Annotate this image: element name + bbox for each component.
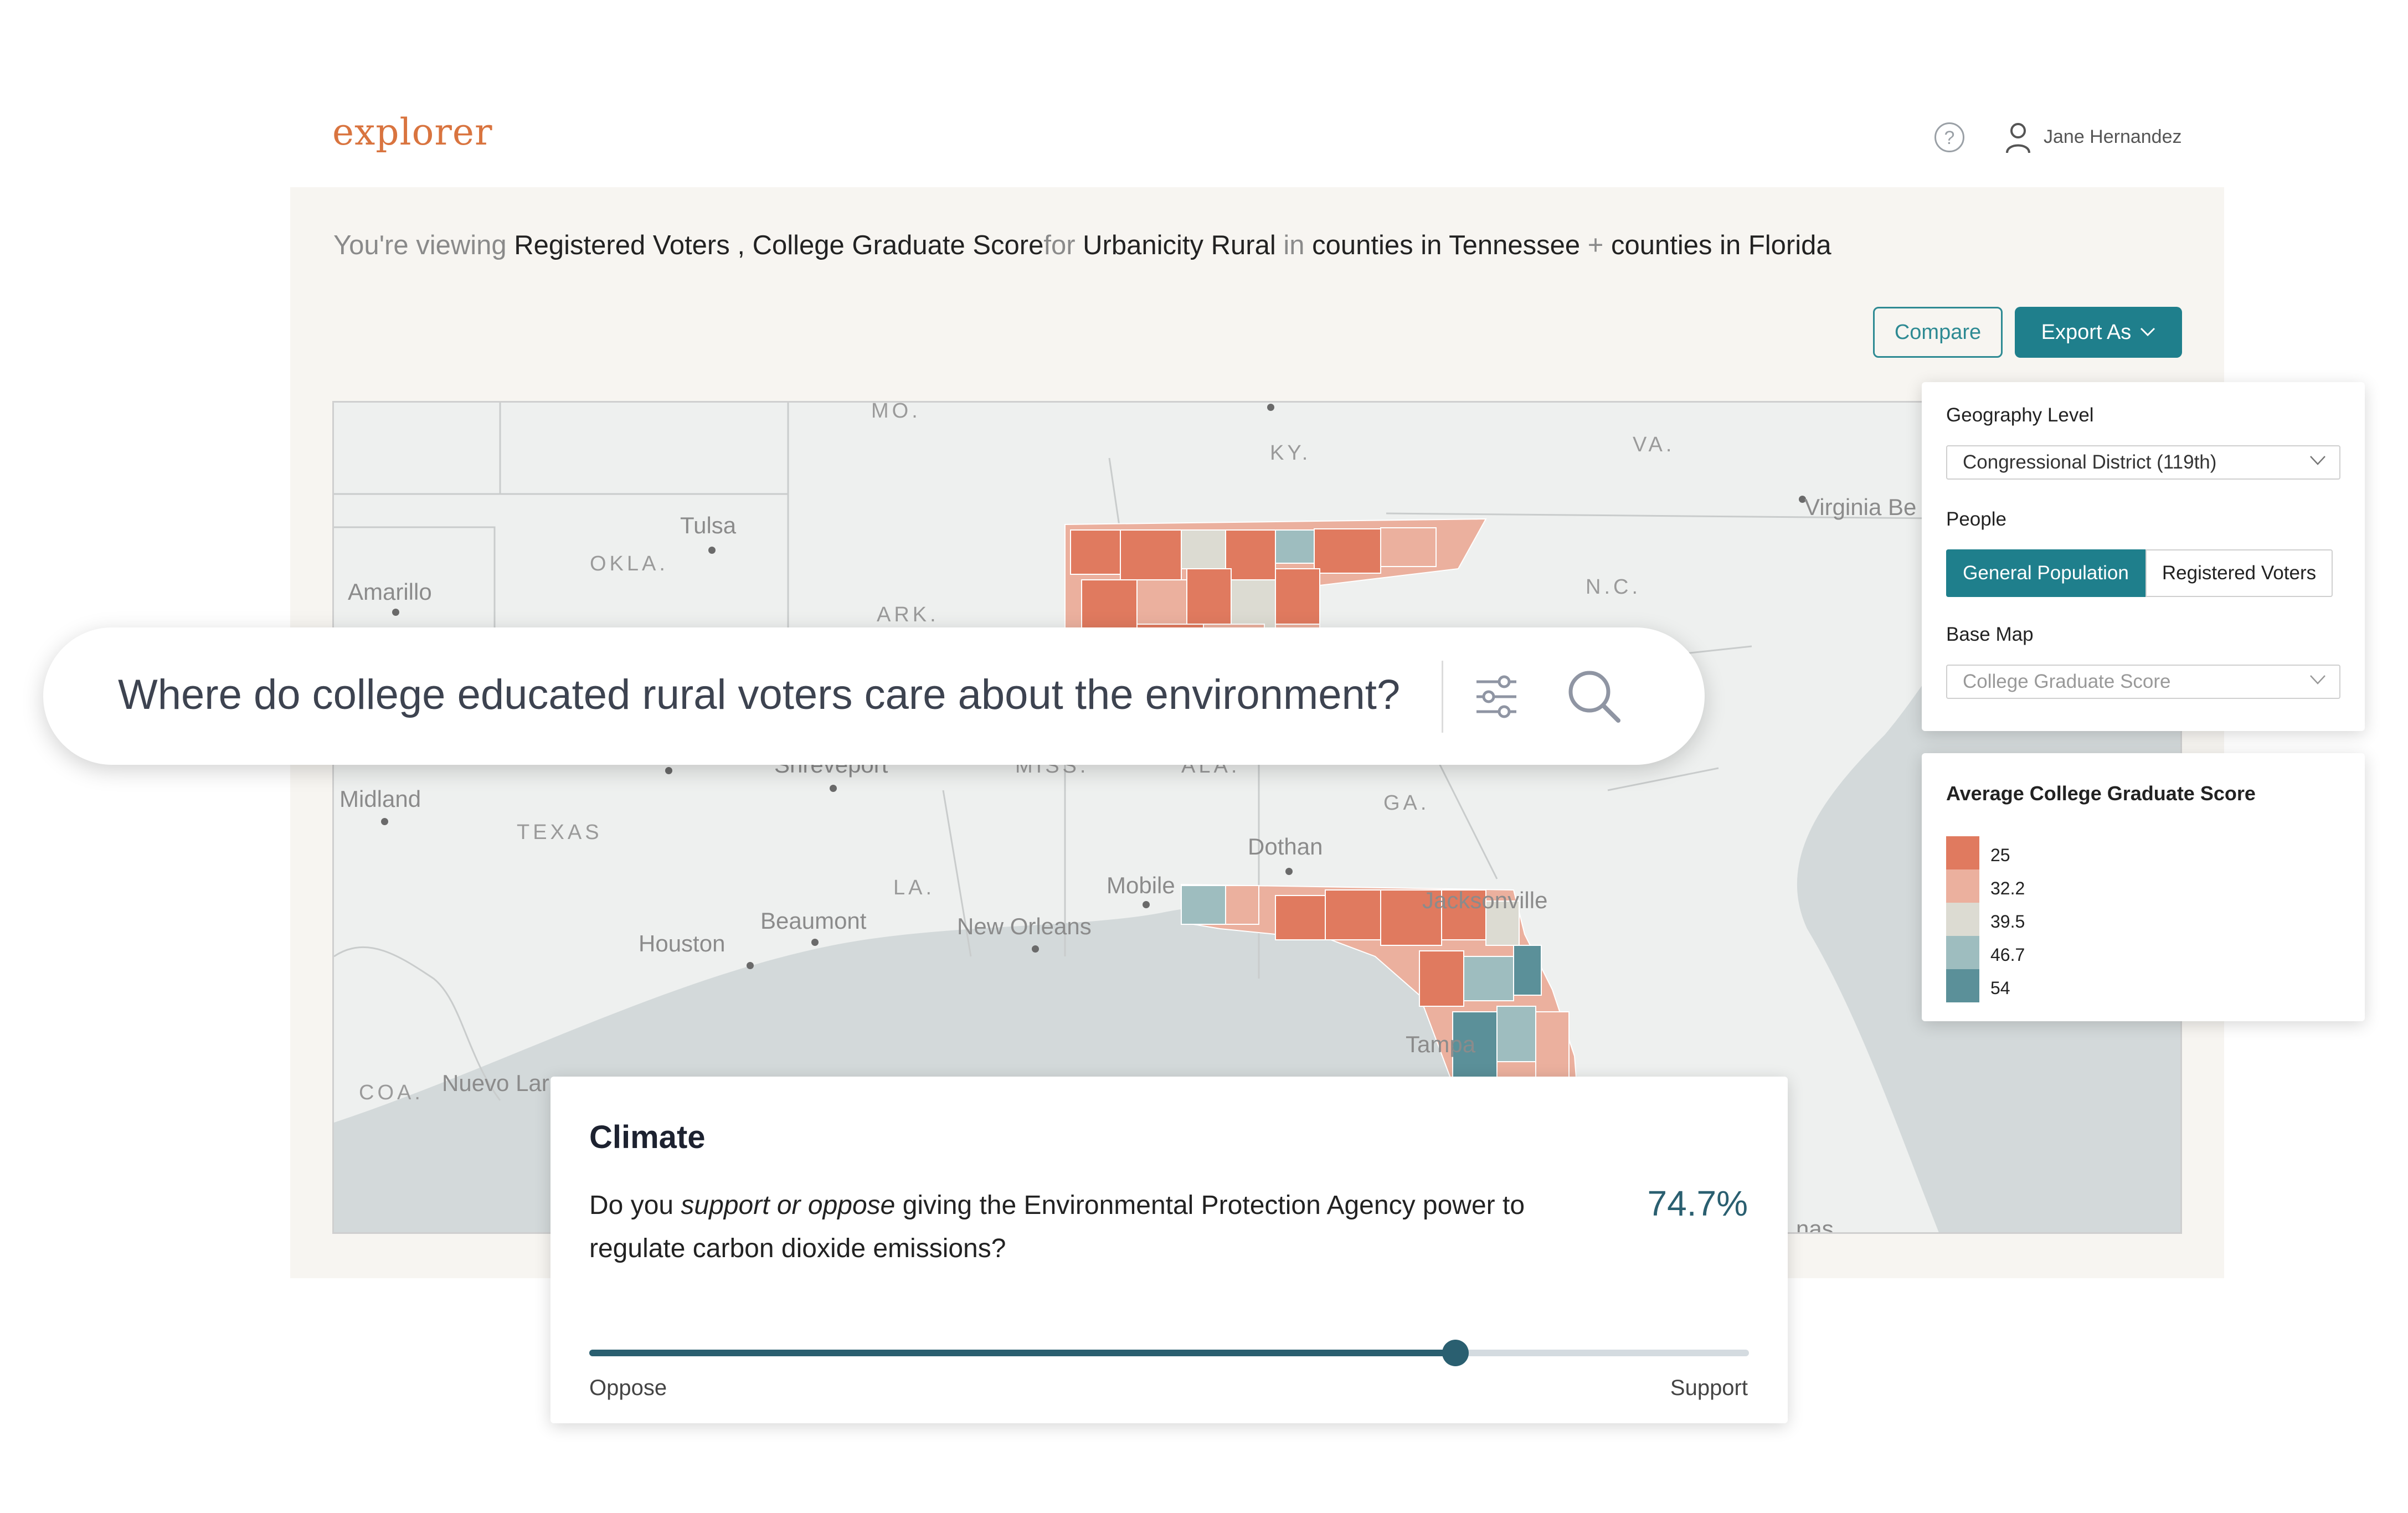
viewing-summary: You're viewing Registered Voters , Colle… [333, 230, 1831, 261]
climate-title: Climate [589, 1119, 706, 1155]
viewing-in: in [1283, 230, 1305, 260]
map-label-mobile: Mobile [1107, 872, 1175, 898]
legend-swatch [1946, 936, 1979, 969]
user-name[interactable]: Jane Hernandez [2044, 126, 2182, 147]
map-label-la: LA. [893, 876, 935, 899]
climate-question-card: Climate Do you support or oppose giving … [550, 1077, 1788, 1423]
map-label-mo: MO. [871, 401, 921, 423]
export-as-button[interactable]: Export As [2015, 307, 2182, 358]
support-slider-track[interactable] [589, 1340, 1749, 1366]
oppose-label: Oppose [589, 1376, 667, 1400]
map-label-virginia-beach: Virginia Be [1804, 494, 1917, 520]
search-input[interactable]: Where do college educated rural voters c… [118, 671, 1401, 718]
support-label: Support [1670, 1376, 1748, 1400]
geography-level-select[interactable]: Congressional District (119th) [1946, 445, 2340, 480]
support-slider-fill [589, 1350, 1456, 1356]
export-as-label: Export As [2041, 320, 2132, 344]
legend-label: 32.2 [1990, 878, 2025, 898]
people-option-registered-voters[interactable]: Registered Voters [2145, 549, 2333, 597]
map-label-ark: ARK. [877, 603, 939, 626]
geography-level-value: Congressional District (119th) [1963, 451, 2217, 473]
viewing-prefix: You're viewing [333, 230, 507, 260]
map-label-texas: TEXAS [517, 821, 603, 844]
map-city-dot [1267, 404, 1274, 411]
viewing-metric[interactable]: College Graduate Score [752, 230, 1044, 260]
legend-label: 54 [1990, 978, 2010, 998]
viewing-geo-2[interactable]: counties in Florida [1611, 230, 1831, 260]
map-city-dot [708, 547, 716, 554]
map-label-va: VA. [1633, 433, 1675, 456]
legend-label: 46.7 [1990, 945, 2025, 965]
geography-level-label: Geography Level [1946, 404, 2094, 426]
legend-swatch [1946, 836, 1979, 869]
map-city-dot [1143, 901, 1150, 908]
map-label-amarillo: Amarillo [348, 579, 432, 605]
map-label-nc: N.C. [1586, 575, 1641, 599]
map-legend: Average College Graduate Score 25 32.2 3… [1922, 753, 2365, 1021]
viewing-separator: , [737, 230, 745, 260]
compare-button[interactable]: Compare [1873, 307, 2003, 358]
user-icon[interactable] [2005, 122, 2031, 154]
viewing-filter[interactable]: Urbanicity Rural [1083, 230, 1276, 260]
map-city-dot [811, 939, 819, 946]
legend-title: Average College Graduate Score [1946, 782, 2256, 805]
map-label-coa: COA. [359, 1081, 424, 1104]
map-label-new-orleans: New Orleans [957, 913, 1092, 939]
map-city-dot [1285, 868, 1293, 875]
map-label-beaumont: Beaumont [760, 908, 867, 934]
legend-swatch [1946, 869, 1979, 903]
legend-label: 39.5 [1990, 912, 2025, 932]
viewing-for: for [1043, 230, 1076, 260]
map-city-dot [381, 818, 388, 825]
viewing-geo-1[interactable]: counties in Tennessee [1312, 230, 1581, 260]
map-city-dot [747, 962, 754, 969]
map-city-dot [1032, 945, 1039, 953]
map-label-okla: OKLA. [590, 552, 668, 575]
map-city-dot [665, 767, 672, 774]
map-city-dot [392, 609, 399, 616]
map-label-midland: Midland [339, 786, 421, 812]
map-label-nas: nas [1796, 1216, 1834, 1234]
viewing-people[interactable]: Registered Voters [514, 230, 730, 260]
map-city-dot [830, 785, 837, 792]
map-label-tampa: Tampa [1406, 1031, 1476, 1057]
support-percent: 74.7% [1647, 1183, 1748, 1223]
legend-swatch [1946, 969, 1979, 1002]
chevron-down-icon [2141, 327, 2155, 337]
map-label-houston: Houston [639, 930, 726, 956]
map-label-ga: GA. [1383, 791, 1430, 815]
people-label: People [1946, 508, 2006, 530]
map-label-jacksonville: Jacksonville [1422, 887, 1548, 913]
app-logo[interactable]: explorer [332, 111, 493, 153]
map-label-tulsa: Tulsa [680, 512, 737, 538]
legend-swatch [1946, 903, 1979, 936]
question-circle-icon[interactable]: ? [1934, 122, 1964, 152]
map-label-nuevo-laredo: Nuevo Lar [442, 1070, 549, 1096]
search-divider [1442, 661, 1443, 733]
question-start: Do you [589, 1191, 681, 1220]
question-emphasis: support or oppose [681, 1191, 896, 1220]
map-label-dothan: Dothan [1248, 833, 1323, 860]
climate-question: Do you support or oppose giving the Envi… [589, 1184, 1586, 1270]
people-option-general-population[interactable]: General Population [1946, 549, 2145, 597]
question-end: giving the Environmental Protection Agen… [589, 1191, 1525, 1263]
legend-label: 25 [1990, 845, 2010, 865]
viewing-plus: + [1587, 230, 1604, 260]
chevron-down-icon [2310, 456, 2325, 465]
map-label-ky: KY. [1270, 441, 1311, 465]
search-icon[interactable] [1566, 668, 1622, 724]
sliders-icon[interactable] [1474, 672, 1519, 722]
support-slider-handle[interactable] [1442, 1340, 1469, 1366]
map-city-dot [1799, 496, 1806, 503]
search-bar[interactable]: Where do college educated rural voters c… [43, 627, 1705, 765]
